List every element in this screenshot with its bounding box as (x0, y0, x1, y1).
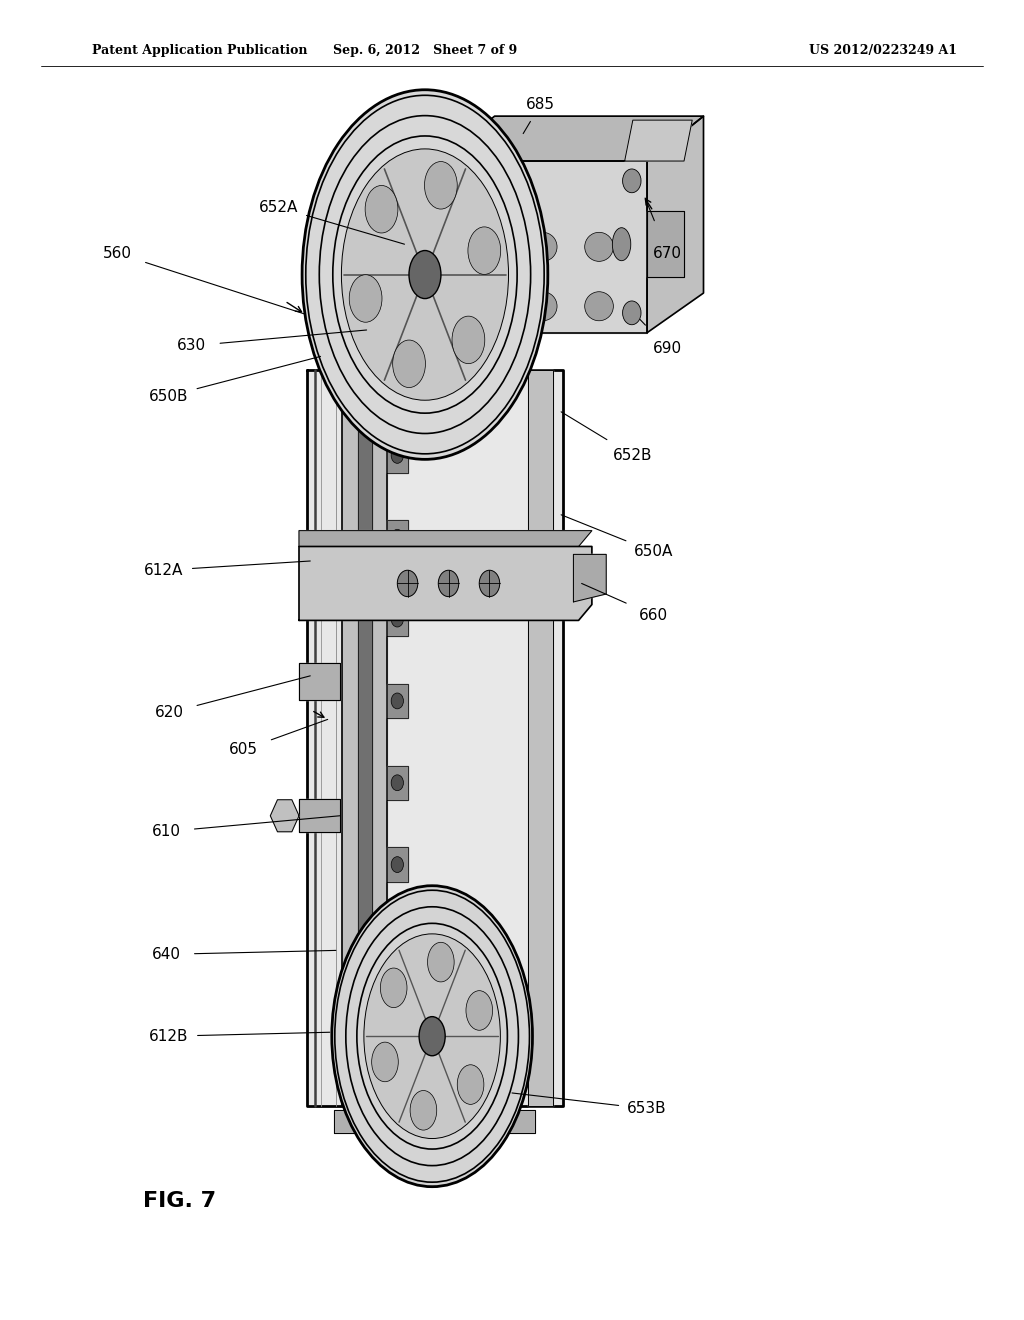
Polygon shape (387, 684, 408, 718)
Polygon shape (438, 116, 703, 161)
Text: 670: 670 (653, 246, 682, 261)
Text: 653B: 653B (628, 1101, 667, 1117)
Text: Sep. 6, 2012   Sheet 7 of 9: Sep. 6, 2012 Sheet 7 of 9 (333, 44, 517, 57)
Text: 690: 690 (653, 341, 682, 356)
Circle shape (479, 570, 500, 597)
Circle shape (391, 857, 403, 873)
Ellipse shape (428, 942, 455, 982)
Polygon shape (270, 800, 299, 832)
Ellipse shape (528, 232, 557, 261)
Circle shape (623, 169, 641, 193)
Text: FIG. 7: FIG. 7 (142, 1191, 216, 1212)
Text: Patent Application Publication: Patent Application Publication (92, 44, 307, 57)
Polygon shape (438, 161, 647, 333)
Ellipse shape (425, 161, 458, 209)
Polygon shape (387, 520, 408, 554)
Ellipse shape (585, 232, 613, 261)
Polygon shape (387, 929, 408, 964)
Ellipse shape (409, 251, 441, 298)
Circle shape (391, 775, 403, 791)
Ellipse shape (366, 186, 398, 234)
Polygon shape (334, 1110, 535, 1133)
Ellipse shape (410, 1090, 436, 1130)
Text: 685: 685 (526, 96, 555, 112)
Text: 640: 640 (152, 946, 180, 962)
Circle shape (391, 693, 403, 709)
Polygon shape (387, 602, 408, 636)
Text: 630: 630 (177, 338, 206, 354)
Polygon shape (340, 352, 453, 375)
Ellipse shape (392, 341, 425, 388)
Circle shape (391, 611, 403, 627)
Polygon shape (299, 663, 340, 700)
Circle shape (391, 447, 403, 463)
Polygon shape (342, 370, 387, 1106)
Text: US 2012/0223249 A1: US 2012/0223249 A1 (809, 44, 957, 57)
Text: 612B: 612B (150, 1028, 188, 1044)
Text: 650B: 650B (150, 388, 188, 404)
Polygon shape (387, 847, 408, 882)
Ellipse shape (452, 315, 484, 363)
Ellipse shape (372, 1041, 398, 1081)
Ellipse shape (341, 149, 509, 400)
Circle shape (391, 939, 403, 954)
Polygon shape (358, 383, 372, 1093)
Ellipse shape (364, 933, 501, 1139)
Polygon shape (299, 531, 592, 546)
Polygon shape (299, 799, 340, 832)
Ellipse shape (380, 968, 407, 1007)
Text: 610: 610 (152, 824, 180, 840)
Ellipse shape (458, 1065, 484, 1105)
Circle shape (397, 570, 418, 597)
Text: 652A: 652A (259, 199, 298, 215)
Circle shape (391, 529, 403, 545)
Ellipse shape (472, 232, 501, 261)
Polygon shape (647, 211, 684, 277)
Ellipse shape (349, 275, 382, 322)
Ellipse shape (612, 227, 631, 261)
Ellipse shape (472, 292, 501, 321)
Ellipse shape (528, 292, 557, 321)
Polygon shape (625, 120, 692, 161)
Circle shape (444, 301, 463, 325)
Text: 660: 660 (639, 607, 668, 623)
Text: 612A: 612A (144, 562, 183, 578)
Text: 650A: 650A (634, 544, 673, 560)
Text: 652B: 652B (613, 447, 652, 463)
Ellipse shape (332, 886, 532, 1187)
Ellipse shape (466, 991, 493, 1031)
Circle shape (444, 169, 463, 193)
Text: 605: 605 (229, 742, 258, 758)
Polygon shape (528, 370, 553, 1106)
Polygon shape (647, 116, 703, 333)
Circle shape (623, 301, 641, 325)
Polygon shape (387, 766, 408, 800)
Polygon shape (573, 554, 606, 602)
Polygon shape (299, 546, 592, 620)
Circle shape (438, 570, 459, 597)
Polygon shape (387, 438, 408, 473)
Polygon shape (307, 370, 563, 1106)
Ellipse shape (585, 292, 613, 321)
Ellipse shape (468, 227, 501, 275)
Ellipse shape (419, 1016, 445, 1056)
Text: 560: 560 (103, 246, 132, 261)
Ellipse shape (302, 90, 548, 459)
Text: 620: 620 (155, 705, 183, 721)
